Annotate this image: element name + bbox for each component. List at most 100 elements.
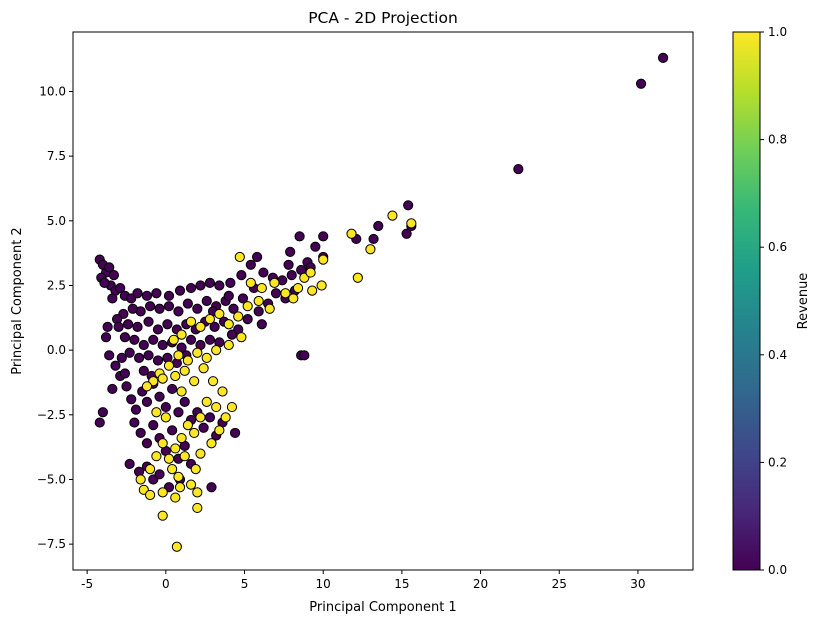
point-revenue-1 — [253, 295, 264, 307]
colorbar-ticks: 0.0 0.2 0.4 0.6 0.8 1.0 — [760, 25, 787, 577]
point-revenue-1 — [211, 401, 222, 413]
point-revenue-1 — [234, 251, 245, 263]
point-revenue-0 — [129, 334, 140, 345]
point-revenue-0 — [138, 365, 149, 376]
point-revenue-0 — [130, 404, 142, 415]
point-revenue-0 — [256, 319, 267, 330]
point-revenue-0 — [154, 469, 165, 480]
point-revenue-1 — [214, 308, 225, 320]
point-revenue-0 — [242, 314, 253, 325]
point-revenue-1 — [201, 396, 212, 407]
point-revenue-1 — [145, 464, 156, 475]
point-revenue-1 — [352, 272, 363, 283]
point-revenue-0 — [635, 78, 647, 89]
x-tick-label: 5 — [241, 577, 249, 591]
point-revenue-0 — [122, 319, 134, 330]
point-revenue-0 — [513, 163, 524, 175]
point-revenue-1 — [174, 482, 186, 493]
point-revenue-1 — [176, 329, 187, 340]
point-revenue-0 — [236, 270, 247, 281]
point-revenue-0 — [204, 277, 216, 288]
plot-frame — [72, 31, 694, 571]
point-revenue-1 — [256, 282, 267, 294]
point-revenue-1 — [192, 347, 203, 358]
point-revenue-0 — [107, 293, 118, 304]
colorbar-tick-label: 0.2 — [768, 455, 787, 469]
point-revenue-1 — [157, 438, 168, 449]
point-revenue-0 — [135, 427, 146, 439]
point-revenue-0 — [368, 233, 379, 245]
point-revenue-0 — [225, 277, 236, 288]
point-revenue-0 — [132, 288, 143, 299]
point-revenue-1 — [226, 401, 238, 413]
point-revenue-0 — [104, 350, 115, 361]
point-revenue-0 — [204, 412, 216, 423]
point-revenue-1 — [176, 432, 187, 444]
x-tick-label: 30 — [630, 577, 645, 591]
point-revenue-0 — [99, 277, 110, 288]
point-revenue-0 — [173, 306, 184, 317]
point-revenue-1 — [151, 451, 162, 462]
point-revenue-1 — [195, 448, 206, 459]
x-tick-label: 25 — [552, 577, 567, 591]
point-revenue-0 — [107, 383, 118, 395]
point-revenue-0 — [658, 52, 669, 63]
point-revenue-1 — [135, 474, 146, 485]
point-revenue-1 — [198, 363, 209, 374]
point-revenue-0 — [116, 352, 127, 364]
point-revenue-1 — [179, 365, 190, 376]
point-revenue-0 — [154, 391, 165, 402]
x-tick-label: 20 — [473, 577, 488, 591]
point-revenue-0 — [179, 396, 190, 407]
point-revenue-1 — [173, 350, 184, 361]
point-revenue-1 — [236, 332, 247, 343]
point-revenue-1 — [179, 451, 190, 462]
point-revenue-0 — [100, 332, 112, 343]
scatter-points — [94, 52, 669, 552]
point-revenue-0 — [124, 458, 135, 470]
point-revenue-0 — [143, 350, 154, 361]
point-revenue-0 — [167, 425, 178, 436]
point-revenue-1 — [145, 489, 156, 501]
colorbar-tick-label: 1.0 — [768, 25, 787, 39]
point-revenue-1 — [269, 277, 280, 288]
point-revenue-1 — [167, 464, 178, 475]
y-tick-label: −7.5 — [37, 537, 66, 551]
point-revenue-0 — [163, 290, 175, 301]
point-revenue-1 — [211, 345, 222, 356]
point-revenue-0 — [110, 360, 121, 371]
point-revenue-0 — [102, 321, 113, 332]
point-revenue-1 — [204, 314, 216, 325]
point-revenue-0 — [119, 332, 131, 343]
point-revenue-1 — [214, 425, 225, 436]
point-revenue-0 — [270, 288, 282, 299]
point-revenue-0 — [152, 324, 164, 335]
point-revenue-1 — [316, 280, 327, 291]
point-revenue-1 — [206, 438, 217, 449]
point-revenue-1 — [220, 412, 231, 423]
point-revenue-1 — [189, 376, 200, 387]
point-revenue-1 — [233, 311, 244, 322]
point-revenue-0 — [294, 231, 305, 242]
point-revenue-1 — [195, 412, 206, 423]
point-revenue-1 — [207, 376, 219, 387]
y-tick-label: 10.0 — [39, 84, 66, 98]
y-tick-label: −2.5 — [37, 408, 66, 422]
point-revenue-1 — [307, 285, 318, 296]
point-revenue-1 — [189, 427, 200, 439]
point-revenue-1 — [292, 282, 304, 294]
x-tick-label: 15 — [394, 577, 409, 591]
point-revenue-0 — [104, 262, 115, 273]
y-tick-label: −5.0 — [37, 472, 66, 486]
point-revenue-0 — [226, 329, 238, 340]
point-revenue-0 — [138, 339, 149, 351]
point-revenue-1 — [163, 453, 175, 464]
point-revenue-0 — [152, 355, 164, 366]
point-revenue-1 — [223, 339, 234, 351]
point-revenue-0 — [223, 290, 234, 301]
point-revenue-0 — [403, 200, 414, 211]
point-revenue-0 — [94, 417, 105, 428]
point-revenue-0 — [115, 282, 126, 294]
point-revenue-0 — [204, 334, 216, 345]
point-revenue-1 — [168, 334, 179, 345]
